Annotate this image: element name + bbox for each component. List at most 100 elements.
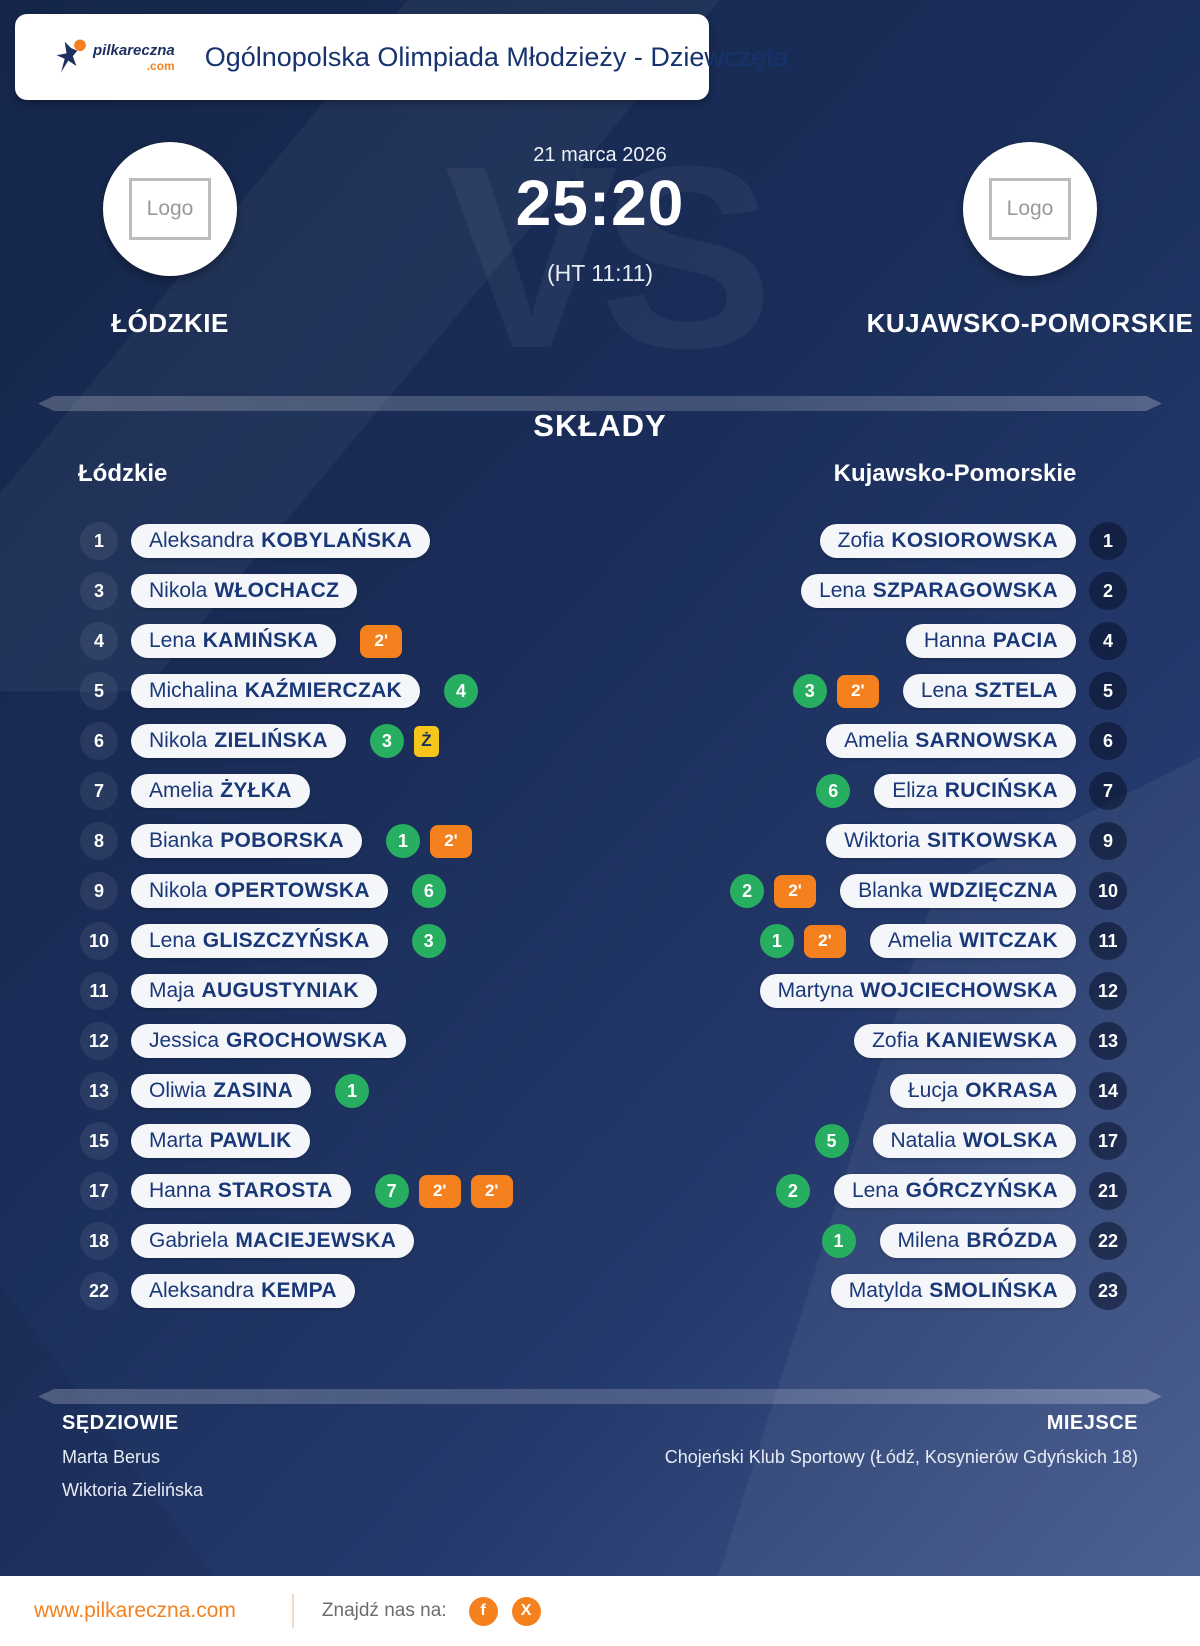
player-first-name: Wiktoria	[844, 829, 920, 852]
player-name-pill: Zofia KOSIOROWSKA	[819, 524, 1076, 558]
player-name-pill: Nikola OPERTOWSKA	[131, 874, 388, 908]
player-first-name: Natalia	[890, 1129, 956, 1152]
player-last-name: RUCIŃSKA	[944, 779, 1058, 802]
player-name-pill: Amelia WITCZAK	[869, 924, 1076, 958]
player-badges: 1	[821, 1224, 856, 1258]
away-team-name: KUJAWSKO-POMORSKIE	[866, 308, 1194, 338]
player-name-pill: Michalina KAŹMIERCZAK	[131, 674, 421, 708]
player-last-name: AUGUSTYNIAK	[201, 979, 359, 1002]
player-row: Amelia SARNOWSKA 6	[826, 722, 1127, 760]
player-row: 9 Nikola OPERTOWSKA 6	[80, 872, 513, 910]
player-row: 1 2' Amelia WITCZAK 11	[759, 922, 1127, 960]
player-row: 13 Oliwia ZASINA 1	[80, 1072, 513, 1110]
player-badges: 3	[411, 924, 446, 958]
player-name-pill: Lena GÓRCZYŃSKA	[833, 1174, 1076, 1208]
player-last-name: OKRASA	[965, 1079, 1058, 1102]
player-last-name: GÓRCZYŃSKA	[905, 1179, 1058, 1202]
player-row: 5 Natalia WOLSKA 17	[814, 1122, 1127, 1160]
player-first-name: Lena	[920, 679, 968, 702]
player-first-name: Lena	[149, 629, 196, 652]
goals-badge: 3	[411, 924, 446, 958]
player-last-name: POBORSKA	[220, 829, 344, 852]
player-first-name: Nikola	[149, 579, 208, 602]
home-team-name: ŁÓDZKIE	[111, 308, 229, 338]
player-first-name: Nikola	[149, 879, 208, 902]
player-last-name: WOJCIECHOWSKA	[860, 979, 1058, 1002]
goals-badge: 4	[444, 674, 479, 708]
player-row: Zofia KOSIOROWSKA 1	[819, 522, 1127, 560]
section-divider-bottom	[38, 1389, 1162, 1404]
player-name-pill: Eliza RUCIŃSKA	[874, 774, 1076, 808]
player-last-name: KAMIŃSKA	[202, 629, 319, 652]
lineups-title: SKŁADY	[533, 408, 667, 443]
pilkareczna-logo-icon	[56, 39, 86, 73]
player-row: 1 Milena BRÓZDA 22	[821, 1222, 1127, 1260]
player-name-pill: Lena GLISZCZYŃSKA	[131, 924, 388, 958]
goals-badge: 7	[374, 1174, 409, 1208]
player-name-pill: Zofia KANIEWSKA	[854, 1024, 1076, 1058]
player-first-name: Blanka	[858, 879, 923, 902]
referees-title: SĘDZIOWIE	[62, 1412, 179, 1434]
player-number: 7	[80, 772, 118, 810]
player-row: Wiktoria SITKOWSKA 9	[826, 822, 1127, 860]
player-last-name: GLISZCZYŃSKA	[202, 929, 370, 952]
facebook-icon[interactable]: f	[468, 1596, 498, 1626]
player-first-name: Bianka	[149, 829, 214, 852]
player-last-name: KOSIOROWSKA	[891, 529, 1058, 552]
player-number: 13	[1089, 1022, 1127, 1060]
goals-badge: 2	[775, 1174, 810, 1208]
player-name-pill: Blanka WDZIĘCZNA	[840, 874, 1076, 908]
player-number: 10	[80, 922, 118, 960]
player-last-name: SARNOWSKA	[915, 729, 1058, 752]
brand-name: pilkareczna	[93, 41, 175, 59]
player-name-pill: Oliwia ZASINA	[131, 1074, 312, 1108]
goals-badge: 5	[814, 1124, 849, 1158]
player-name-pill: Jessica GROCHOWSKA	[131, 1024, 406, 1058]
player-row: Zofia KANIEWSKA 13	[854, 1022, 1127, 1060]
player-name-pill: Marta PAWLIK	[131, 1124, 310, 1158]
player-first-name: Gabriela	[149, 1229, 229, 1252]
player-number: 12	[80, 1022, 118, 1060]
player-badges: 6	[816, 774, 851, 808]
player-number: 13	[80, 1072, 118, 1110]
x-icon[interactable]: X	[511, 1596, 541, 1626]
player-number: 23	[1089, 1272, 1127, 1310]
player-last-name: MACIEJEWSKA	[235, 1229, 397, 1252]
player-number: 11	[1089, 922, 1127, 960]
player-number: 14	[1089, 1072, 1127, 1110]
player-last-name: KOBYLAŃSKA	[261, 529, 413, 552]
player-last-name: OPERTOWSKA	[214, 879, 370, 902]
player-last-name: WŁOCHACZ	[214, 579, 340, 602]
player-number: 5	[80, 672, 118, 710]
player-row: 10 Lena GLISZCZYŃSKA 3	[80, 922, 513, 960]
player-last-name: PAWLIK	[209, 1129, 292, 1152]
player-number: 21	[1089, 1172, 1127, 1210]
player-first-name: Hanna	[923, 629, 986, 652]
player-row: 3 2' Lena SZTELA 5	[792, 672, 1127, 710]
player-first-name: Łucja	[907, 1079, 959, 1102]
player-name-pill: Amelia ŻYŁKA	[131, 774, 310, 808]
goals-badge: 3	[792, 674, 827, 708]
player-badges: 7 2' 2'	[374, 1174, 513, 1208]
footer: www.pilkareczna.com Znajdź nas na: f X	[0, 1576, 1200, 1646]
player-first-name: Michalina	[149, 679, 238, 702]
player-name-pill: Maja AUGUSTYNIAK	[131, 974, 377, 1008]
player-last-name: KEMPA	[261, 1279, 337, 1302]
player-number: 7	[1089, 772, 1127, 810]
player-last-name: WITCZAK	[959, 929, 1058, 952]
player-name-pill: Wiktoria SITKOWSKA	[826, 824, 1076, 858]
player-first-name: Hanna	[149, 1179, 211, 1202]
player-first-name: Aleksandra	[149, 1279, 255, 1302]
goals-badge: 1	[759, 924, 794, 958]
player-number: 10	[1089, 872, 1127, 910]
player-first-name: Zofia	[837, 529, 885, 552]
player-name-pill: Matylda SMOLIŃSKA	[830, 1274, 1076, 1308]
player-row: Martyna WOJCIECHOWSKA 12	[759, 972, 1127, 1010]
player-first-name: Lena	[149, 929, 196, 952]
home-roster: 1 Aleksandra KOBYLAŃSKA 3 Nikola WŁOCHACZ 4 Len…	[80, 522, 513, 1310]
website-link[interactable]: www.pilkareczna.com	[34, 1599, 236, 1622]
player-number: 22	[80, 1272, 118, 1310]
referees-block: SĘDZIOWIE Marta Berus Wiktoria Zielińska	[62, 1412, 203, 1501]
